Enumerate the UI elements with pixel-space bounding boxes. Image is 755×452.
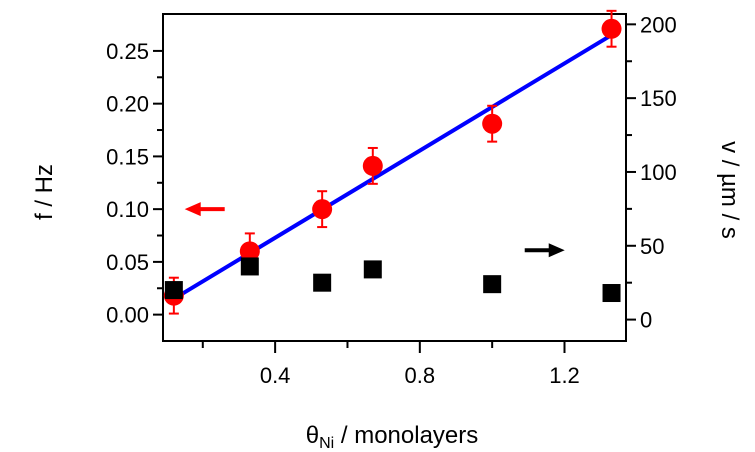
frequency-point (312, 199, 333, 220)
velocity-point (602, 284, 621, 303)
velocity-point (313, 273, 332, 292)
x-axis-label-subscript: Ni (319, 435, 334, 452)
fit-line-layer (171, 33, 614, 301)
left-axis-arrow (184, 202, 225, 217)
y-left-tick-label: 0.25 (106, 39, 149, 64)
x-axis-label-symbol: θ (306, 422, 319, 449)
y-left-tick-label: 0.10 (106, 197, 149, 222)
velocity-point (363, 260, 382, 279)
ticks: 0.4 0.8 1.2 0.00 0.05 0.10 0.15 0.20 0.25 0 50 100 1… (106, 12, 677, 388)
right-axis-arrow (524, 243, 565, 258)
data-points (163, 9, 622, 315)
y-left-tick-label: 0.05 (106, 250, 149, 275)
y-right-tick-label: 200 (640, 12, 677, 37)
frequency-point (362, 155, 383, 176)
plot-frame (162, 13, 627, 342)
frequency-point (601, 18, 622, 39)
x-axis-label-rest: / monolayers (334, 422, 478, 449)
x-axis-label: θNi / monolayers (306, 422, 479, 452)
y-right-tick-label: 0 (640, 308, 652, 333)
plot-frame-border (162, 13, 627, 342)
linear-fit-line (171, 33, 614, 301)
y-left-tick-label: 0.20 (106, 92, 149, 117)
x-tick-label: 0.8 (405, 363, 436, 388)
x-tick-label: 0.4 (260, 363, 291, 388)
y-axis-left-label: f / Hz (31, 164, 58, 220)
annotation-arrows (184, 202, 565, 258)
y-axis-right-label: v / µm / s (716, 141, 743, 239)
y-right-tick-label: 150 (640, 86, 677, 111)
velocity-point (483, 275, 502, 294)
velocity-point (164, 281, 183, 300)
velocity-point (240, 257, 259, 276)
x-tick-label: 1.2 (549, 363, 580, 388)
frequency-point (239, 241, 260, 262)
y-right-tick-label: 50 (640, 234, 664, 259)
y-left-tick-label: 0.15 (106, 144, 149, 169)
frequency-point (482, 113, 503, 134)
y-left-tick-label: 0.00 (106, 303, 149, 328)
y-right-tick-label: 100 (640, 160, 677, 185)
